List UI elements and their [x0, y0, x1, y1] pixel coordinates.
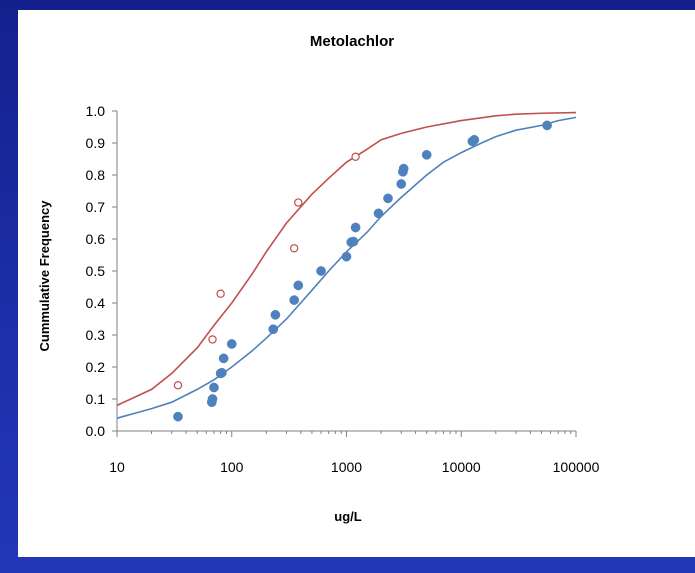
y-tick-label: 0.0	[86, 423, 106, 439]
series-1-point	[208, 335, 217, 344]
x-tick-label: 10	[109, 459, 125, 475]
series-3-point	[218, 353, 229, 364]
series-3-point	[226, 339, 237, 349]
y-tick-label: 0.1	[86, 391, 106, 407]
y-tick-label: 0.3	[86, 327, 106, 343]
chart-title: Metolachlor	[310, 33, 394, 50]
series-0-line	[116, 111, 577, 407]
series-3-point	[348, 236, 359, 247]
series-1-point	[216, 289, 225, 298]
series-1-point	[294, 198, 303, 207]
series-3-point	[373, 208, 384, 219]
series-1-point	[173, 381, 183, 390]
x-tick-label: 100	[220, 459, 244, 475]
series-3-point	[383, 193, 393, 204]
series-3-point	[396, 179, 407, 189]
x-tick-label: 10000	[442, 459, 481, 475]
chart-panel: Metolachlor 0.0 0.1 0.2 0.3 0.4 0.5 0.6 0.7 0.8 0…	[18, 10, 695, 557]
series-3-point	[268, 324, 279, 335]
series-3-point	[398, 163, 409, 174]
series-layer	[116, 111, 577, 422]
y-tick-label: 0.2	[86, 359, 106, 375]
plot-area: 0.0 0.1 0.2 0.3 0.4 0.5 0.6 0.7 0.8 0.9 1.0 10 100 10…	[86, 103, 600, 475]
series-3-point	[217, 367, 227, 378]
x-tick-label: 100000	[553, 459, 600, 475]
y-tick-label: 0.5	[86, 263, 106, 279]
y-axis-title: Cummulative Frequency	[37, 200, 52, 352]
series-3-point	[316, 266, 326, 276]
y-tick-label: 0.8	[86, 167, 106, 183]
series-3-point	[341, 251, 352, 262]
series-3-point	[350, 222, 361, 233]
series-3-point	[270, 309, 281, 320]
x-tick-label: 1000	[331, 459, 362, 475]
series-1-point	[289, 244, 299, 253]
series-3-point	[207, 394, 218, 404]
y-tick-label: 0.6	[86, 231, 106, 247]
series-3-point	[173, 411, 183, 422]
y-tick-label: 0.9	[86, 135, 106, 151]
series-3-point	[289, 295, 300, 305]
series-1-point	[351, 152, 360, 161]
series-3-point	[209, 382, 219, 393]
x-axis-title: ug/L	[334, 509, 361, 524]
series-3-point	[469, 134, 480, 145]
series-3-point	[293, 280, 304, 291]
chart: Metolachlor 0.00.10.20.30.40.50.60.70.80…	[37, 33, 600, 524]
series-3-point	[542, 120, 552, 131]
y-tick-label: 0.7	[86, 199, 106, 215]
y-tick-label: 0.4	[86, 295, 106, 311]
y-tick-label: 1.0	[86, 103, 106, 119]
series-3-point	[421, 149, 432, 160]
